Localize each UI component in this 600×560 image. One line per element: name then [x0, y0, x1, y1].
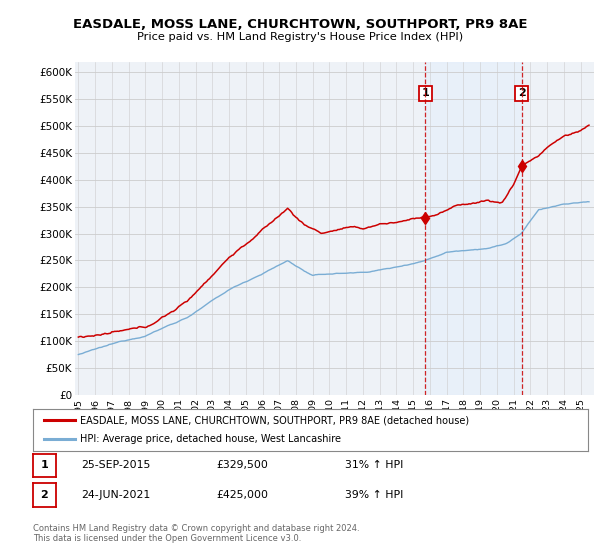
- Text: 39% ↑ HPI: 39% ↑ HPI: [345, 490, 403, 500]
- Text: EASDALE, MOSS LANE, CHURCHTOWN, SOUTHPORT, PR9 8AE: EASDALE, MOSS LANE, CHURCHTOWN, SOUTHPOR…: [73, 18, 527, 31]
- Text: 1: 1: [41, 460, 48, 470]
- Text: This data is licensed under the Open Government Licence v3.0.: This data is licensed under the Open Gov…: [33, 534, 301, 543]
- Text: 2: 2: [41, 490, 48, 500]
- Text: 25-SEP-2015: 25-SEP-2015: [81, 460, 151, 470]
- Text: £329,500: £329,500: [216, 460, 268, 470]
- Text: Price paid vs. HM Land Registry's House Price Index (HPI): Price paid vs. HM Land Registry's House …: [137, 32, 463, 43]
- Text: HPI: Average price, detached house, West Lancashire: HPI: Average price, detached house, West…: [80, 435, 341, 445]
- Text: £425,000: £425,000: [216, 490, 268, 500]
- Text: 2: 2: [518, 88, 526, 98]
- Text: EASDALE, MOSS LANE, CHURCHTOWN, SOUTHPORT, PR9 8AE (detached house): EASDALE, MOSS LANE, CHURCHTOWN, SOUTHPOR…: [80, 415, 469, 425]
- Text: 24-JUN-2021: 24-JUN-2021: [81, 490, 150, 500]
- Text: 1: 1: [422, 88, 429, 98]
- Text: Contains HM Land Registry data © Crown copyright and database right 2024.: Contains HM Land Registry data © Crown c…: [33, 524, 359, 533]
- Text: 31% ↑ HPI: 31% ↑ HPI: [345, 460, 403, 470]
- Bar: [425, 62, 521, 395]
